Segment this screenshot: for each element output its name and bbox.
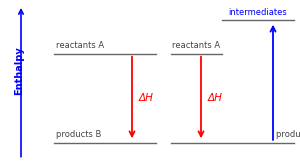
Text: products B: products B [276,130,300,139]
Text: products B: products B [56,130,101,139]
Text: reactants A: reactants A [172,41,220,50]
Text: intermediates: intermediates [229,8,287,17]
Text: ΔH: ΔH [139,93,154,103]
Text: reactants A: reactants A [56,41,104,50]
Text: ΔH: ΔH [208,93,223,103]
Text: Enthalpy: Enthalpy [14,46,25,95]
